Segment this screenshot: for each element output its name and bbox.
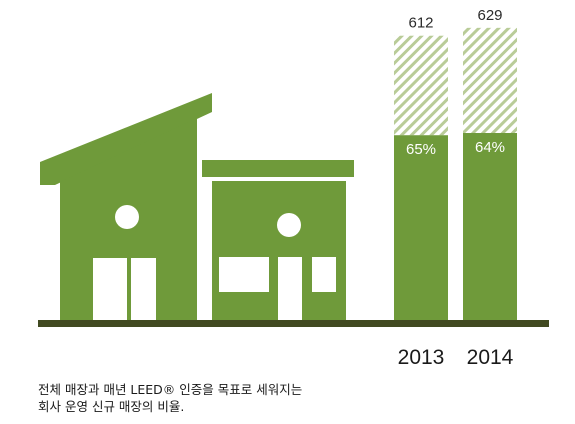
- right-building-window: [277, 213, 301, 237]
- right-building-door: [278, 257, 302, 320]
- bar-leed-2014: [463, 133, 517, 320]
- bar-remaining-2013: [394, 35, 448, 136]
- bar-percent-label-2014: 64%: [475, 139, 505, 156]
- chart-caption: 전체 매장과 매년 LEED® 인증을 목표로 세워지는 회사 운영 신규 매장…: [38, 381, 302, 415]
- bar-remaining-2014: [463, 27, 517, 134]
- year-label-2014: 2014: [467, 346, 514, 369]
- ground-line: [38, 320, 549, 327]
- right-building-roof: [202, 160, 354, 177]
- caption-line-1: 전체 매장과 매년 LEED® 인증을 목표로 세워지는: [38, 382, 303, 397]
- bars-group: 612 65% 2013 629 64% 2014: [394, 7, 517, 369]
- bar-total-label-2013: 612: [408, 15, 433, 32]
- two-store-buildings-icon: [40, 93, 354, 320]
- left-building-door: [93, 258, 156, 320]
- bar-leed-2013: [394, 135, 448, 320]
- bar-total-label-2014: 629: [477, 7, 502, 24]
- right-building-left-window: [219, 257, 269, 292]
- bar-percent-label-2013: 65%: [406, 141, 436, 158]
- year-label-2013: 2013: [398, 346, 445, 369]
- caption-line-2: 회사 운영 신규 매장의 비율.: [38, 399, 185, 414]
- right-building-right-window: [312, 257, 336, 292]
- left-building-roof: [40, 93, 212, 185]
- left-building-window: [115, 205, 139, 229]
